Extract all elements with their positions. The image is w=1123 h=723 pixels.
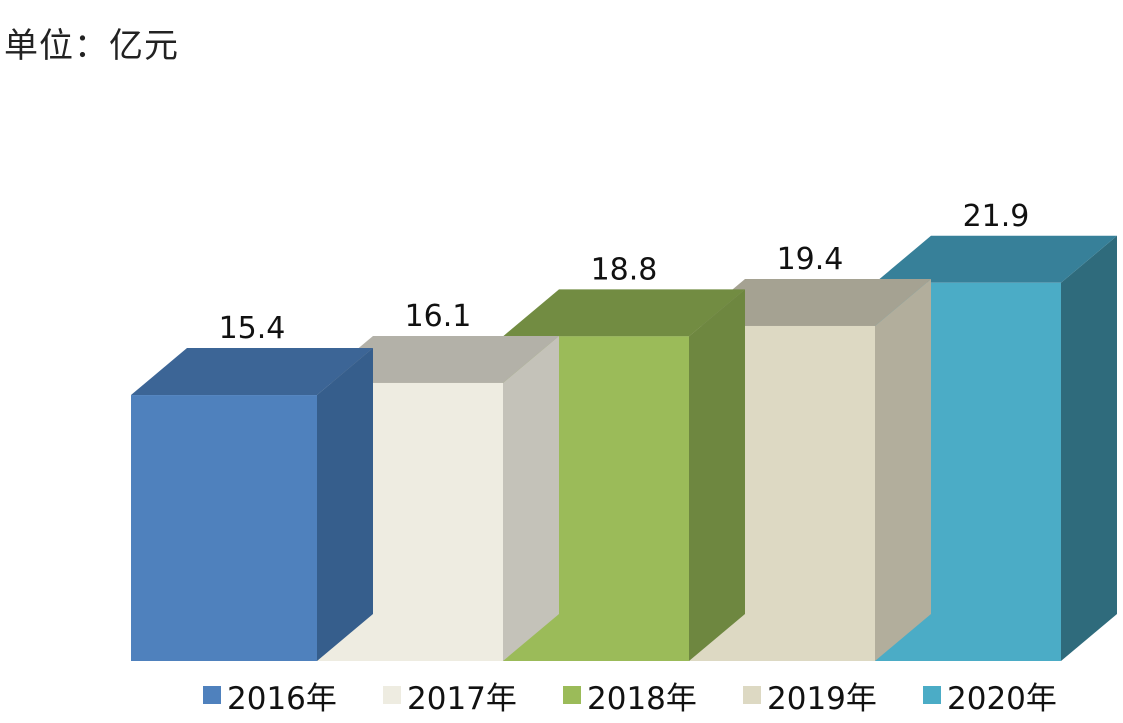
legend-item-1: 2017年 <box>383 672 517 718</box>
bar-side-0 <box>317 348 373 661</box>
bar-top-4 <box>875 235 1117 283</box>
legend-label-2: 2018年 <box>587 680 697 717</box>
bar-0 <box>131 395 317 661</box>
legend-swatch-0 <box>203 686 221 704</box>
legend-item-3: 2019年 <box>743 672 877 718</box>
legend-swatch-2 <box>563 686 581 704</box>
legend-item-4: 2020年 <box>923 672 1057 718</box>
bar-side-4 <box>1061 235 1117 662</box>
legend: 2016年 2017年 2018年 2019年 2020年 <box>0 672 1123 718</box>
data-label-2: 18.8 <box>591 252 658 287</box>
data-label-0: 15.4 <box>219 311 286 346</box>
legend-item-2: 2018年 <box>563 672 697 718</box>
bar-top-2 <box>503 289 745 337</box>
bar-top-3 <box>689 278 931 326</box>
legend-label-1: 2017年 <box>407 680 517 717</box>
bar-side-2 <box>689 289 745 661</box>
legend-swatch-3 <box>743 686 761 704</box>
data-label-1: 16.1 <box>405 299 472 334</box>
bar-side-3 <box>875 278 931 661</box>
legend-item-0: 2016年 <box>203 672 337 718</box>
data-label-4: 21.9 <box>963 199 1030 234</box>
unit-label: 单位：亿元 <box>4 26 179 66</box>
chart-plot: 15.4 16.1 18.8 19.4 21.9 <box>131 199 1117 662</box>
bar-top-1 <box>317 335 559 383</box>
legend-label-3: 2019年 <box>767 680 877 717</box>
data-label-3: 19.4 <box>777 242 844 277</box>
legend-label-0: 2016年 <box>227 680 337 717</box>
legend-swatch-4 <box>923 686 941 704</box>
legend-swatch-1 <box>383 686 401 704</box>
legend-label-4: 2020年 <box>947 680 1057 717</box>
bar-top-0 <box>131 348 373 396</box>
bar-side-1 <box>503 335 559 661</box>
